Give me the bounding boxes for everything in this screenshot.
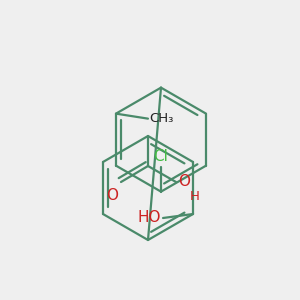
Text: HO: HO bbox=[137, 211, 161, 226]
Text: O: O bbox=[106, 188, 118, 203]
Text: O: O bbox=[178, 173, 190, 188]
Text: H: H bbox=[190, 190, 200, 203]
Text: CH₃: CH₃ bbox=[149, 112, 173, 125]
Text: Cl: Cl bbox=[154, 148, 168, 164]
